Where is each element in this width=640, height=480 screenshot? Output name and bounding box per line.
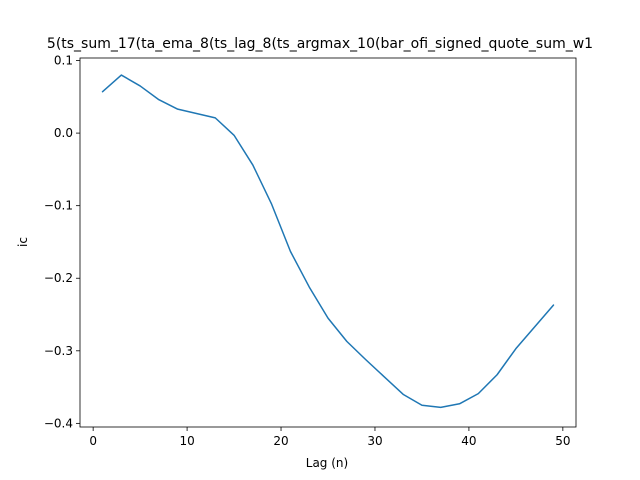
y-axis-label: ic [16, 237, 30, 247]
x-axis-label: Lag (n) [306, 456, 348, 470]
chart-title: 5(ts_sum_17(ta_ema_8(ts_lag_8(ts_argmax_… [47, 36, 593, 52]
y-tick-label: −0.3 [44, 344, 73, 358]
x-tick-label: 30 [367, 434, 382, 448]
x-tick-label: 20 [273, 434, 288, 448]
y-tick-label: −0.1 [44, 199, 73, 213]
x-tick-label: 40 [461, 434, 476, 448]
y-tick-label: 0.1 [54, 54, 73, 68]
axes-frame [79, 57, 577, 428]
plot-area [101, 74, 555, 409]
y-tick-label: −0.2 [44, 271, 73, 285]
y-tick-label: 0.0 [54, 126, 73, 140]
series-line-0 [101, 74, 555, 409]
x-tick-label: 0 [89, 434, 97, 448]
x-tick-label: 50 [555, 434, 570, 448]
y-tick-label: −0.4 [44, 416, 73, 430]
x-tick-label: 10 [179, 434, 194, 448]
axes: 0 10 20 30 40 50 0.1 0.0 −0.1 −0.2 −0.3 −0.4 [44, 54, 577, 448]
